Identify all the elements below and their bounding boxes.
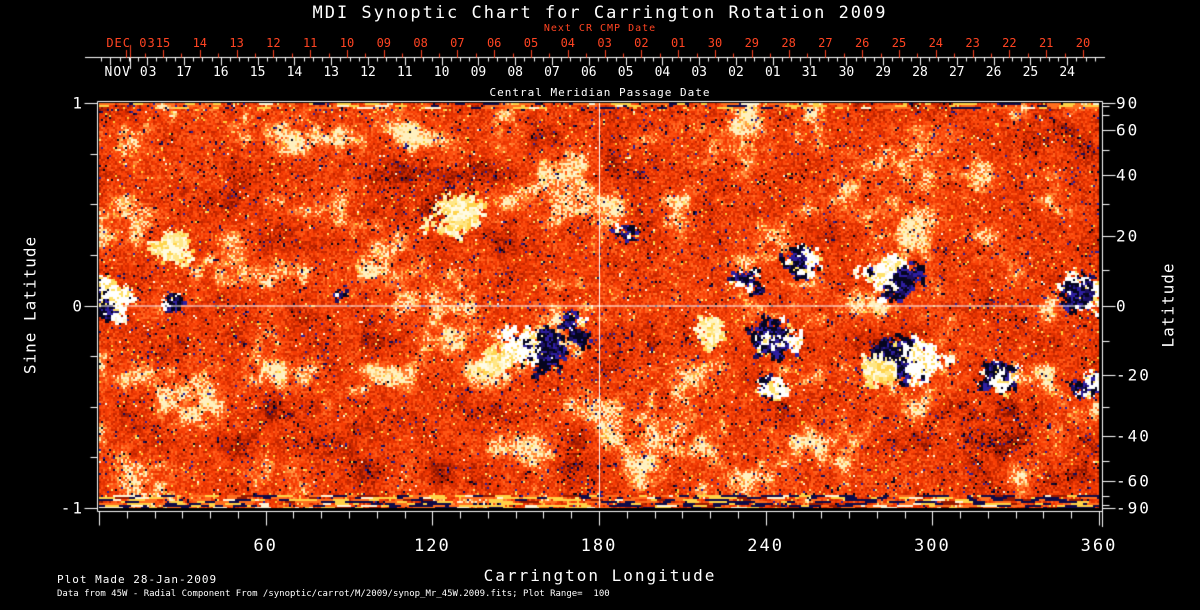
next-cr-day-label: 11 [302,36,318,50]
x-axis-label: Carrington Longitude [483,566,717,585]
right-axis-label: Latitude [1158,262,1178,348]
cmp-day-label: 24 [1059,65,1076,80]
longitude-tick-label: 300 [913,536,951,556]
next-cr-day-label: 14 [192,36,208,50]
next-cr-day-label: 26 [854,36,870,50]
latitude-tick-label: -20 [1116,365,1151,385]
cmp-day-label: 13 [323,65,340,80]
latitude-tick-label: 20 [1116,226,1140,246]
footer-plot-made: Plot Made 28-Jan-2009 [57,573,218,586]
cmp-day-label: 16 [212,65,229,80]
cmp-day-label: 03 [691,65,708,80]
longitude-tick-label: 120 [413,536,451,556]
next-cr-day-label: 24 [928,36,944,50]
next-cr-day-label: 23 [965,36,980,50]
next-cr-day-label: 20 [1075,36,1091,50]
cmp-day-label: 28 [912,65,928,80]
next-cr-day-label: 09 [376,36,392,50]
next-cr-day-label: 05 [523,36,539,50]
next-cr-day-label: 03 [597,36,612,50]
cmp-day-label: 05 [617,65,634,80]
next-cr-day-label: 25 [891,36,907,50]
sine-latitude-tick-label: -1 [60,498,84,518]
cmp-day-label: 27 [948,65,965,80]
next-cr-day-label: 27 [818,36,833,50]
cmp-day-label: 25 [1022,65,1039,80]
cmp-month-label: NOV 03 [104,65,158,80]
next-cr-day-label: 10 [339,36,355,50]
cmp-day-label: 30 [838,65,855,80]
cmp-day-label: 02 [728,65,744,80]
latitude-tick-label: -90 [1116,498,1151,518]
cmp-day-label: 14 [286,65,303,80]
next-cr-axis-label: Next CR CMP Date [543,23,657,34]
next-cr-day-label: 30 [707,36,723,50]
longitude-tick-label: 180 [580,536,618,556]
longitude-tick-label: 360 [1080,536,1118,556]
next-cr-day-label: 08 [413,36,428,50]
latitude-tick-label: 40 [1116,165,1140,185]
latitude-tick-label: -60 [1116,471,1151,491]
sine-latitude-tick-label: 0 [72,296,84,315]
cmp-day-label: 12 [360,65,376,80]
next-cr-day-label: 22 [1002,36,1017,50]
next-cr-day-label: 28 [781,36,796,50]
cmp-day-label: 08 [507,65,524,80]
next-cr-day-label: 04 [560,36,576,50]
latitude-tick-label: -40 [1116,426,1151,446]
next-cr-day-label: 29 [744,36,760,50]
chart-title: MDI Synoptic Chart for Carrington Rotati… [312,3,888,23]
cmp-day-label: 26 [985,65,1002,80]
cmp-day-label: 31 [801,65,818,80]
next-cr-day-label: 01 [670,36,686,50]
longitude-tick-label: 240 [747,536,785,556]
next-cr-day-label: 15 [155,36,171,50]
latitude-tick-label: 60 [1116,120,1140,140]
sine-latitude-tick-label: 1 [72,93,84,113]
cmp-day-label: 11 [396,65,413,80]
latitude-tick-label: 0 [1116,296,1128,315]
latitude-tick-label: 90 [1116,93,1140,113]
cmp-day-label: 04 [654,65,671,80]
next-cr-day-label: 07 [450,36,465,50]
cmp-day-label: 17 [176,65,192,80]
cmp-day-label: 09 [470,65,487,80]
cmp-day-label: 15 [249,65,266,80]
cmp-day-label: 01 [764,65,781,80]
cmp-day-label: 10 [433,65,450,80]
cmp-day-label: 29 [875,65,892,80]
cmp-day-label: 06 [580,65,597,80]
next-cr-day-label: 21 [1038,36,1054,50]
next-cr-month-label: DEC 03 [106,36,156,50]
next-cr-day-label: 13 [229,36,244,50]
cmp-day-label: 07 [544,65,560,80]
next-cr-day-label: 06 [486,36,502,50]
longitude-tick-label: 60 [253,536,278,556]
next-cr-day-label: 12 [266,36,281,50]
footer-data-source: Data from 45W - Radial Component From /s… [57,589,610,599]
cmp-axis-label: Central Meridian Passage Date [489,86,711,99]
next-cr-day-label: 02 [634,36,649,50]
